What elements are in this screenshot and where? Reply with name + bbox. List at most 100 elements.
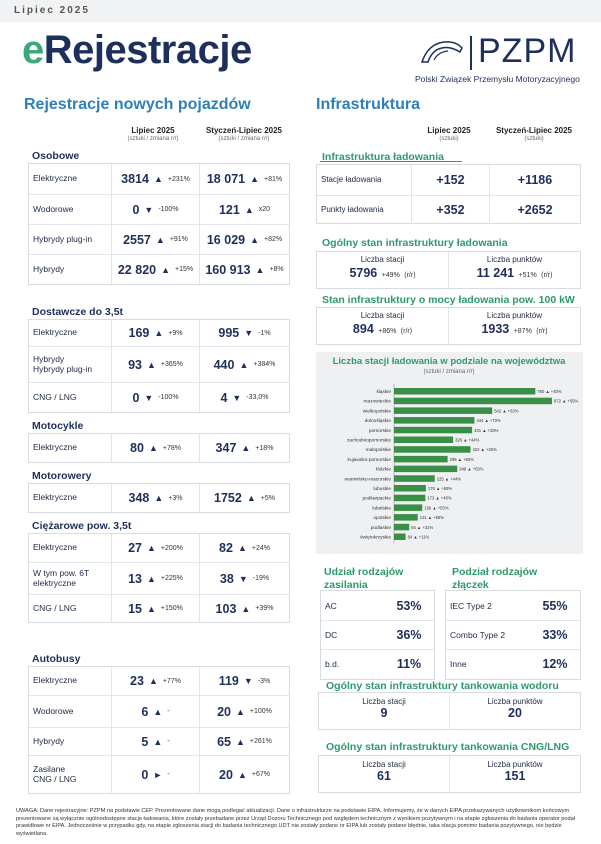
data-label: 64 ▲ +11% [408, 535, 430, 540]
arrow-up-icon: ▲ [155, 234, 165, 245]
category-label: opolskie [373, 515, 391, 521]
table-row: Wodorowe 0 ▼ -100% 121 ▲ x20 [29, 194, 289, 224]
table-row: Inne 12% [446, 649, 580, 678]
data-label: 131 ▲ +68% [420, 515, 445, 520]
table-row: Elektryczne 27 ▲ +200% 82 ▲ +24% [29, 534, 289, 562]
change-value: +77% [162, 677, 181, 685]
value-cell: 348 ▲ +3% [111, 484, 199, 512]
value-number: 103 [215, 601, 237, 616]
table-row: b.d. 11% [321, 649, 434, 678]
change-value: +8% [269, 266, 284, 273]
row-label: Elektryczne [33, 442, 77, 453]
value-number: 5 [141, 734, 149, 749]
value-number: 13 [128, 571, 142, 586]
category-motorowery: Motorowery [32, 470, 92, 482]
change-value: -19% [252, 575, 270, 582]
value-number: 80 [130, 441, 144, 455]
category-label: podlaskie [371, 525, 392, 531]
charging-infra-table: Stacje ładowania +152 +1186 Punkty ładow… [316, 164, 581, 224]
table-row: Elektryczne 169 ▲ +9% 995 ▼ -1% [29, 320, 289, 346]
change-value: +82% [264, 236, 283, 243]
change-value: +81% [264, 175, 283, 183]
data-label: 872 ▲ +55% [554, 399, 579, 404]
data-label: 349 ▲ +50% [459, 467, 484, 472]
value-cell: 4 ▼ -33,0% [199, 383, 289, 412]
bar [394, 465, 458, 473]
value-number: 121 [218, 202, 240, 217]
bar [394, 523, 410, 531]
value-cell: 20 ▲ +100% [199, 696, 289, 727]
table-row: CNG / LNG 0 ▼ -100% 4 ▼ -33,0% [29, 382, 289, 412]
category-label: dolnośląskie [365, 418, 392, 424]
arrow-up-icon: ▲ [244, 204, 254, 215]
arrow-down-icon: ▼ [232, 392, 242, 403]
share-value: 11% [396, 657, 422, 671]
change-value: +150% [160, 605, 183, 612]
share-value: 55% [542, 598, 568, 613]
category-motocykle: Motocykle [32, 420, 84, 432]
value-cell: 169 ▲ +9% [111, 320, 199, 346]
cng-box: Liczba stacji 61 Liczba punktów 151 [318, 755, 581, 793]
infrastructure-heading: Infrastruktura [316, 96, 421, 113]
table-row: IEC Type 2 55% [446, 591, 580, 620]
value-cell: 440 ▲ +384% [199, 347, 289, 382]
row-label: Wodorowe [33, 203, 74, 214]
registrations-heading: Rejestracje nowych pojazdów [24, 96, 251, 113]
table-row: Stacje ładowania +152 +1186 [317, 165, 580, 195]
row-label: Combo Type 2 [450, 630, 506, 640]
category-label: warmińsko-mazurskie [345, 476, 392, 482]
data-label: 542 ▲ +63% [494, 408, 519, 413]
overall-charging-box: Liczba stacji 5796 +49% (r/r) Liczba punk… [316, 251, 581, 289]
row-label: Hybrydy Hybrydy plug-in [33, 353, 93, 374]
table-row: Elektryczne 23 ▲ +77% 119 ▼ -3% [29, 667, 289, 695]
power-share-table: AC 53% DC 36% b.d. 11% [320, 590, 435, 680]
change-value: +365% [160, 361, 183, 368]
bar [394, 485, 426, 492]
change-value: -100% [158, 206, 179, 213]
change-value: - [167, 771, 170, 778]
change-value: - [167, 738, 170, 745]
change-value: x20 [258, 206, 271, 213]
arrow-up-icon: ▲ [255, 264, 265, 275]
value-cell: 3814 ▲ +231% [111, 164, 199, 194]
value-number: 995 [218, 326, 240, 340]
hydrogen-box: Liczba stacji 9 Liczba punktów 20 [318, 692, 581, 730]
value-number: 347 [215, 441, 237, 455]
connector-share-title: Podział rodzajów złączek [452, 566, 538, 591]
bar [394, 407, 493, 414]
value-number: 16 029 [206, 232, 246, 247]
report-month: Lipiec 2025 [14, 5, 90, 16]
value-number: 22 820 [117, 262, 157, 277]
table-motorowery: Elektryczne 348 ▲ +3% 1752 ▲ +5% [28, 483, 290, 513]
value-cell: 121 ▲ x20 [199, 195, 289, 224]
change-value: +200% [160, 544, 183, 552]
row-label: IEC Type 2 [450, 600, 492, 611]
arrow-up-icon: ▲ [235, 736, 245, 747]
table-row: Elektryczne 3814 ▲ +231% 18 071 ▲ +81% [29, 164, 289, 194]
data-label: 326 ▲ +44% [455, 438, 480, 443]
value-number: 348 [128, 491, 150, 505]
category-label: podkarpackie [362, 496, 391, 502]
category-label: zachodniopomorskie [347, 438, 391, 444]
value-number: 93 [128, 357, 142, 372]
high-power-box: Liczba stacji 894 +86% (r/r) Liczba punkt… [316, 307, 581, 345]
change-value: -100% [158, 394, 179, 401]
share-value: 53% [396, 598, 422, 613]
category-label: świętokrzyskie [360, 535, 391, 541]
value-cell: 5 ▲ - [111, 728, 199, 755]
category-label: łódzkie [376, 467, 391, 473]
bar [394, 475, 435, 482]
arrow-up-icon: ▲ [250, 234, 260, 245]
arrow-up-icon: ▲ [246, 493, 256, 503]
row-label: AC [325, 600, 337, 611]
arrow-up-icon: ▲ [239, 359, 249, 370]
hydrogen-title: Ogólny stan infrastruktury tankowania wo… [326, 680, 559, 692]
change-value: +9% [168, 329, 183, 337]
data-label: 173 ▲ +40% [427, 496, 452, 501]
value-number: 1752 [214, 491, 242, 505]
value-cell: 93 ▲ +365% [111, 347, 199, 382]
value-number: 2557 [123, 232, 151, 247]
value-number: 4 [220, 390, 228, 405]
table-ciezarowe: Elektryczne 27 ▲ +200% 82 ▲ +24% W tym pow. 6T … [28, 533, 290, 623]
value-cell: 16 029 ▲ +82% [199, 225, 289, 254]
